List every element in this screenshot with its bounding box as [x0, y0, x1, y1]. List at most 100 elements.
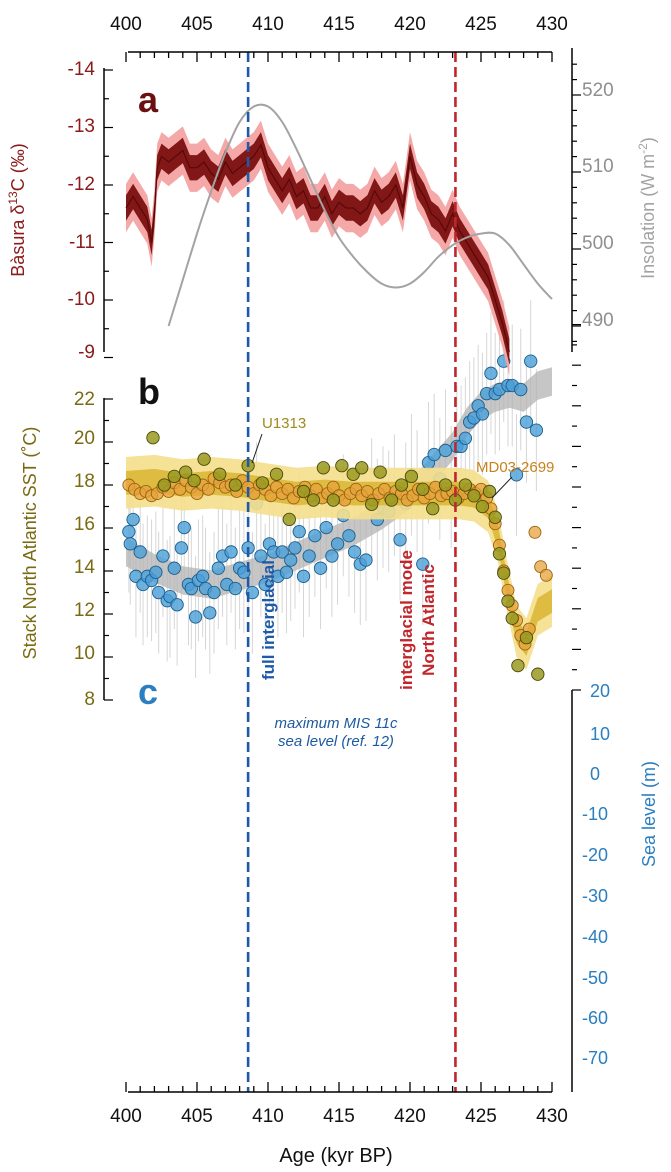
x-axis-title: Age (kyr BP) [279, 1145, 392, 1167]
panel-a-right-title-suffix: ) [638, 137, 658, 143]
panel-a-left-title-prefix: Bàsura δ [8, 205, 28, 277]
u1313-point [497, 566, 511, 580]
u1313-point [282, 512, 296, 527]
u1313-points [146, 431, 545, 681]
sea-level-point [188, 610, 203, 624]
panel-a-ytick-label: -11 [69, 232, 95, 253]
panel-c: 20 10 0 -10 -20 -30 -40 -50 -60 -70 Sea … [138, 671, 659, 1092]
sea-level-point [288, 541, 302, 555]
sea-level-point [174, 541, 189, 555]
panel-c-ytick-label: -40 [582, 927, 608, 947]
panel-b-ytick-label: 18 [74, 471, 95, 492]
sea-level-point [296, 569, 311, 583]
panel-a-right-title-superscript: -2 [636, 143, 650, 154]
sea-level-point [458, 431, 473, 445]
md03-2699-point [528, 525, 542, 539]
sea-level-point [347, 545, 362, 559]
sea-level-point [313, 561, 328, 575]
panel-a-right-tick-label: 520 [582, 80, 614, 101]
bottom-tick-label-405: 405 [181, 1106, 213, 1127]
panel-a-label: a [138, 79, 159, 120]
sea-level-point [308, 529, 322, 543]
bottom-tick-label-410: 410 [252, 1106, 284, 1127]
u1313-point [519, 631, 534, 645]
sea-level-point [207, 585, 221, 600]
sea-level-point [325, 549, 339, 563]
sea-level-point [228, 581, 242, 596]
sea-level-point [292, 525, 306, 539]
sea-level-point [319, 520, 333, 535]
top-age-axis: 400 405 410 415 420 425 430 [110, 14, 568, 53]
u1313-point [458, 478, 473, 492]
u1313-point [373, 465, 387, 479]
u1313-point [296, 484, 311, 499]
panel-c-ytick-label: 0 [590, 764, 600, 784]
panel-c-ytick-label: -70 [582, 1048, 608, 1068]
sea-level-point [519, 415, 534, 429]
panel-b-ytick-label: 8 [84, 689, 95, 710]
u1313-point [488, 510, 502, 524]
u1313-leader-line [251, 433, 263, 464]
u1313-point [384, 493, 399, 507]
bottom-tick-label-430: 430 [536, 1106, 568, 1127]
top-tick-label-410: 410 [252, 14, 284, 35]
u1313-point [316, 461, 331, 475]
u1313-point [255, 476, 269, 490]
u1313-point [335, 458, 349, 473]
bottom-age-axis: 400 405 410 415 420 425 430 Age (kyr BP) [110, 1091, 568, 1167]
plot-layer [122, 52, 553, 1092]
panel-a-ytick-label: -10 [68, 289, 95, 310]
sea-level-point [203, 606, 217, 620]
panel-a-left-axis-title: Bàsura δ13C (‰) [6, 143, 28, 276]
panel-b-ytick-label: 10 [74, 643, 95, 664]
u1313-point [326, 493, 340, 507]
sea-level-point [514, 382, 528, 397]
sea-level-point [524, 354, 538, 368]
panel-a-right-tick-label: 490 [582, 310, 614, 331]
u1313-point [146, 431, 160, 445]
top-tick-label-430: 430 [536, 14, 568, 35]
sea-level-point [302, 549, 316, 563]
sea-level-point [416, 557, 430, 571]
panel-b-ytick-label: 14 [74, 557, 96, 578]
panel-a-right-axis-title: Insolation (W m-2) [636, 137, 658, 279]
u1313-point [228, 478, 242, 492]
panel-a-ytick-label: -13 [68, 116, 95, 137]
panel-c-ytick-label: -20 [582, 845, 608, 865]
panel-c-label: c [138, 671, 158, 712]
top-tick-label-420: 420 [394, 14, 426, 35]
md03-2699-leader-line [491, 476, 513, 499]
panel-b-ytick-label: 22 [74, 389, 95, 410]
panel-b-ytick-label: 16 [74, 514, 95, 535]
full-interglacial-label: full interglacial [259, 560, 278, 680]
panel-c-ytick-label: -10 [582, 804, 608, 824]
panel-b: 8 10 12 14 16 18 20 22 Stack North Atlan… [20, 371, 160, 710]
top-tick-label-425: 425 [465, 14, 497, 35]
sea-level-point [279, 565, 294, 579]
sea-level-point [177, 520, 191, 535]
sea-level-point [284, 553, 298, 567]
u1313-point [475, 499, 490, 514]
event-markers: full interglacial North Atlantic intergl… [259, 550, 438, 690]
u1313-point [505, 611, 519, 625]
basura-outer-band [126, 120, 510, 376]
panel-c-axis-title: Sea level (m) [639, 761, 659, 867]
sea-level-point [149, 565, 163, 579]
u1313-point [394, 478, 409, 492]
panel-a-ytick-label: -12 [68, 174, 95, 195]
sea-level-point [156, 549, 170, 563]
panel-c-ytick-label: 10 [590, 724, 610, 744]
u1313-label: U1313 [262, 415, 306, 432]
top-tick-label-400: 400 [110, 14, 142, 35]
panel-c-ytick-label: -60 [582, 1008, 608, 1028]
panel-a-left-title-superscript: 13 [6, 191, 20, 205]
u1313-point [438, 478, 453, 492]
sea-level-point [122, 525, 136, 539]
u1313-point [355, 461, 369, 475]
sea-level-point [224, 545, 238, 559]
u1313-point [178, 465, 193, 479]
panel-a-right-title-prefix: Insolation (W m [638, 154, 658, 279]
mis-band-label-line1: maximum MIS 11c [274, 715, 398, 732]
panel-c-ytick-label: -30 [582, 886, 608, 906]
